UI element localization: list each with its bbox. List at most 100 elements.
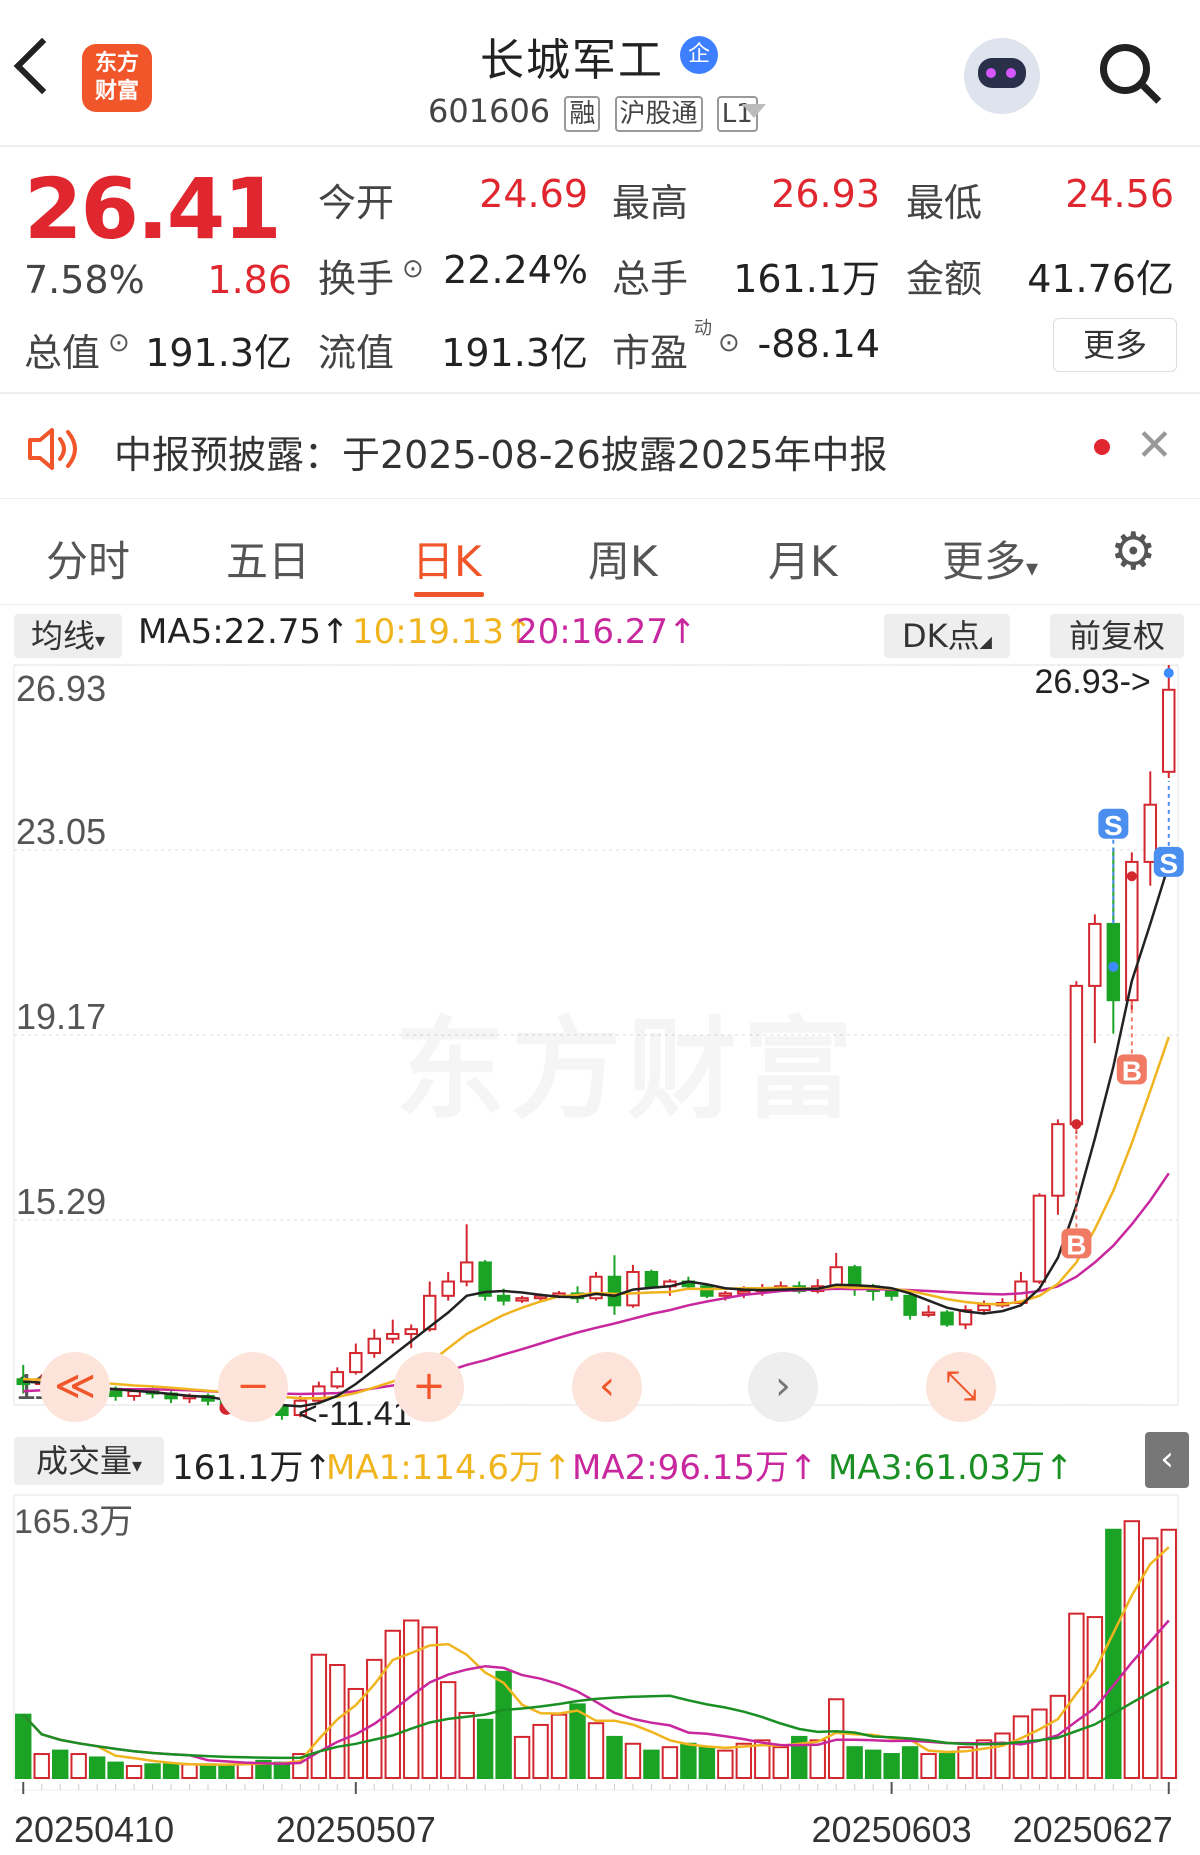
candle-body (1125, 860, 1139, 1002)
candle (847, 1264, 862, 1296)
scroll-right-icon[interactable]: › (748, 1352, 818, 1422)
volume-selector-label: 成交量 (35, 1442, 132, 1480)
stat-value-pe: -88.14 (757, 322, 881, 366)
indicator-selector[interactable]: 均线▾ (14, 614, 122, 658)
candle-body (422, 1294, 437, 1331)
candle-body (958, 1309, 973, 1326)
volume-bar (439, 1681, 457, 1780)
candle (940, 1310, 954, 1327)
volume-bar (975, 1739, 993, 1780)
volume-bar (550, 1713, 568, 1779)
adjust-button[interactable]: 前复权 (1050, 614, 1184, 658)
candle (921, 1305, 936, 1318)
tab-daily-k[interactable]: 日K (412, 537, 482, 586)
y-tick-label: 19.17 (16, 996, 106, 1037)
vol-ma2-label: MA2:96.15万 (572, 1448, 790, 1488)
volume-bar (864, 1749, 882, 1780)
candle (903, 1293, 917, 1320)
stat-label-turnover: 换手 (318, 257, 395, 301)
candle-body (404, 1328, 418, 1335)
candle (644, 1269, 659, 1289)
x-tick-label: 20250507 (276, 1809, 436, 1850)
collapse-panel-icon[interactable]: ‹ (1145, 1432, 1189, 1488)
info-icon[interactable]: ⊙ (402, 254, 424, 284)
volume-bar (181, 1763, 198, 1780)
tab-intraday[interactable]: 分时 (46, 537, 131, 586)
volume-indicator-selector[interactable]: 成交量▾ (14, 1437, 164, 1485)
candle (607, 1255, 622, 1315)
more-stats-button[interactable]: 更多 (1053, 318, 1177, 372)
candle (700, 1283, 714, 1299)
candle-body (921, 1311, 936, 1316)
candle (1032, 1193, 1047, 1284)
volume-bar (1086, 1616, 1104, 1779)
scroll-left-fast-icon[interactable]: ≪ (40, 1352, 110, 1422)
volume-bar (717, 1749, 734, 1780)
search-icon[interactable] (1100, 44, 1150, 94)
stat-label-high: 最高 (612, 181, 689, 225)
divider (0, 604, 1200, 605)
app-logo: 东方 财富 (82, 44, 152, 112)
stat-value-float-cap: 191.3亿 (441, 331, 588, 375)
ma5-label: MA5:22.75 (138, 612, 322, 652)
volume-bar (15, 1713, 32, 1779)
stat-label-volume: 总手 (612, 257, 689, 301)
close-icon[interactable]: ✕ (1136, 420, 1173, 471)
info-icon[interactable]: ⊙ (718, 328, 740, 358)
volume-bar (384, 1629, 401, 1779)
logo-line2: 财富 (94, 79, 139, 104)
candle-body (367, 1337, 382, 1355)
stat-value-high: 26.93 (771, 172, 880, 216)
sell-signal (1153, 846, 1184, 877)
stat-label-market-cap: 总值 (24, 331, 101, 375)
back-arrow-icon[interactable] (13, 37, 71, 95)
volume-bar (88, 1756, 106, 1780)
stat-value-amount: 41.76亿 (1027, 257, 1174, 301)
volume-bar (1012, 1715, 1030, 1779)
tab-more[interactable]: 更多▾ (942, 528, 1038, 589)
candle-body (1051, 1123, 1065, 1197)
unread-dot (1094, 439, 1110, 455)
scroll-left-icon[interactable]: ‹ (572, 1352, 642, 1422)
volume-bar (532, 1723, 549, 1779)
volume-bar (1123, 1520, 1141, 1780)
candle (810, 1279, 825, 1294)
volume-bar (513, 1735, 531, 1779)
volume-bar (883, 1753, 900, 1780)
y-tick-label: 23.05 (16, 811, 106, 852)
notice-text[interactable]: 中报预披露：于2025-08-26披露2025年中报 (114, 433, 888, 477)
volume-bar (680, 1742, 697, 1780)
ai-assistant-avatar[interactable] (964, 38, 1040, 114)
stat-label-low: 最低 (906, 181, 983, 225)
signal-dot (1108, 961, 1119, 972)
candle (515, 1295, 529, 1303)
volume-bar (569, 1703, 586, 1779)
fullscreen-icon[interactable]: ⤡ (926, 1352, 996, 1422)
low-annotation: <-11.41 (298, 1395, 412, 1433)
ma20-value: 20:16.27↑ (516, 612, 697, 652)
gear-icon[interactable]: ⚙ (1110, 522, 1157, 582)
ma10-value: 10:19.13↑ (352, 612, 533, 652)
candle (478, 1260, 492, 1301)
candle-body (884, 1290, 899, 1297)
info-icon[interactable]: ⊙ (108, 328, 130, 358)
tab-weekly-k[interactable]: 周K (588, 537, 658, 586)
volume-bar (125, 1765, 143, 1780)
chevron-down-icon: ▾ (1026, 554, 1039, 582)
tab-five-day[interactable]: 五日 (226, 537, 311, 586)
tab-monthly-k[interactable]: 月K (768, 537, 838, 586)
volume-bar (698, 1746, 716, 1780)
volume-bar (329, 1664, 346, 1779)
chevron-down-icon[interactable] (742, 104, 766, 118)
candle (404, 1324, 418, 1349)
buy-signal-letter: B (1066, 1229, 1086, 1260)
zoom-out-icon[interactable]: − (218, 1352, 288, 1422)
zoom-in-icon[interactable]: + (394, 1352, 464, 1422)
volume-bar (735, 1742, 753, 1780)
volume-bar (51, 1749, 69, 1780)
kline-chart[interactable]: 26.9323.0519.1715.2911.4126.93-><-11.41B… (0, 660, 1200, 1855)
dk-point-button[interactable]: DK点◢ (884, 614, 1010, 658)
volume-bar (994, 1732, 1011, 1779)
stat-label-open: 今开 (318, 181, 395, 225)
